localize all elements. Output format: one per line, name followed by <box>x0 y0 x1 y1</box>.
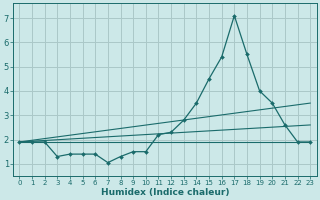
X-axis label: Humidex (Indice chaleur): Humidex (Indice chaleur) <box>100 188 229 197</box>
